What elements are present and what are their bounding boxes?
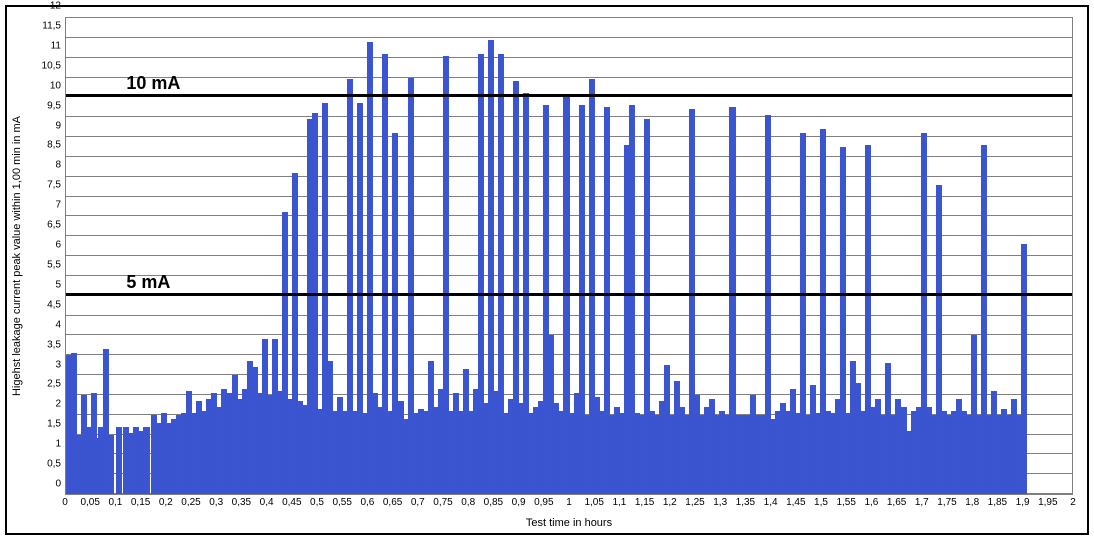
x-tick-label: 1,45 [786,497,805,508]
y-tick-label: 11,5 [42,20,61,31]
x-tick-label: 0,15 [131,497,150,508]
x-tick-label: 1,8 [965,497,979,508]
x-tick-label: 0,9 [512,497,526,508]
x-tick-label: 1,7 [915,497,929,508]
y-tick-label: 5 [55,279,61,290]
x-tick-label: 1,6 [864,497,878,508]
plot-area: 10 mA 5 mA [65,17,1073,495]
y-tick-label: 7,5 [47,180,61,191]
x-tick-label: 0,3 [209,497,223,508]
x-tick-label: 1,85 [988,497,1007,508]
y-tick-label: 9 [55,120,61,131]
x-tick-label: 0,25 [181,497,200,508]
x-tick-label: 1,25 [685,497,704,508]
y-tick-label: 4 [55,319,61,330]
x-tick-label: 0,75 [433,497,452,508]
x-tick-label: 1,1 [612,497,626,508]
reference-line [66,293,1072,296]
y-tick-label: 2,5 [47,379,61,390]
reference-label: 5 mA [126,272,170,293]
x-tick-label: 1,65 [887,497,906,508]
y-tick-label: 1,5 [47,419,61,430]
data-bar [116,427,122,494]
data-bar [1021,244,1027,494]
y-tick-label: 0 [55,479,61,490]
x-axis-label-text: Test time in hours [526,517,612,529]
y-tick-label: 12 [50,1,61,12]
y-tick-label: 10 [50,80,61,91]
x-tick-label: 0,55 [332,497,351,508]
x-tick-label: 1,55 [836,497,855,508]
x-tick-label: 1,3 [713,497,727,508]
x-tick-label: 1,5 [814,497,828,508]
reference-label: 10 mA [126,73,180,94]
x-tick-label: 0,8 [461,497,475,508]
y-tick-label: 2 [55,399,61,410]
x-tick-label: 1,15 [635,497,654,508]
y-tick-label: 8 [55,160,61,171]
y-tick-label: 8,5 [47,140,61,151]
y-tick-label: 10,5 [42,60,61,71]
x-tick-label: 0,95 [534,497,553,508]
bars-container [66,18,1072,494]
x-tick-label: 2 [1070,497,1076,508]
x-tick-label: 0,4 [260,497,274,508]
x-tick-label: 1,95 [1038,497,1057,508]
y-tick-label: 5,5 [47,259,61,270]
x-tick-label: 1,9 [1016,497,1030,508]
y-tick-label: 11 [51,40,61,51]
data-bar [108,435,114,495]
x-tick-label: 0,05 [80,497,99,508]
x-tick-label: 1,75 [937,497,956,508]
reference-line [66,94,1072,97]
x-tick-label: 0,45 [282,497,301,508]
x-tick-label: 0,6 [360,497,374,508]
x-tick-label: 0,7 [411,497,425,508]
y-tick-label: 3,5 [47,339,61,350]
x-tick-label: 1,2 [663,497,677,508]
y-tick-label: 9,5 [47,100,61,111]
x-axis-label: Test time in hours [65,517,1073,529]
x-tick-label: 0,1 [108,497,122,508]
y-tick-label: 1 [55,439,61,450]
x-tick-label: 0 [62,497,68,508]
x-tick-label: 0,2 [159,497,173,508]
y-tick-label: 0,5 [47,459,61,470]
y-tick-label: 6 [55,240,61,251]
y-tick-label: 3 [55,359,61,370]
chart-frame: Higehst leakage current peak value withi… [5,5,1089,535]
x-tick-label: 0,5 [310,497,324,508]
x-tick-label: 1,35 [736,497,755,508]
x-tick-label: 0,85 [484,497,503,508]
x-tick-label: 1 [566,497,572,508]
x-tick-label: 0,35 [232,497,251,508]
data-bar [143,427,149,494]
y-tick-label: 6,5 [47,220,61,231]
x-tick-label: 1,4 [764,497,778,508]
y-tick-label: 4,5 [47,299,61,310]
x-tick-label: 0,65 [383,497,402,508]
x-tick-label: 1,05 [584,497,603,508]
y-axis-ticks: 00,511,522,533,544,555,566,577,588,599,5… [7,17,65,495]
y-tick-label: 7 [55,200,61,211]
